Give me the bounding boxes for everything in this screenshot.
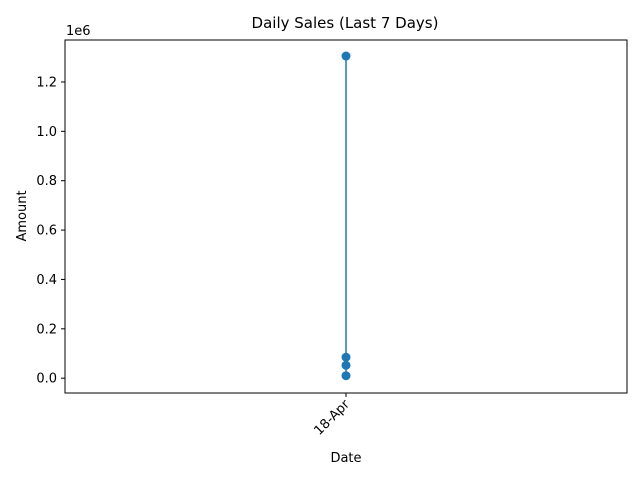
data-point (341, 51, 351, 61)
data-point (341, 371, 351, 381)
series-layer (341, 51, 351, 381)
x-tick-label: 18-Apr (312, 397, 354, 439)
y-tick-label: 1.0 (36, 125, 57, 140)
y-offset-text: 1e6 (66, 24, 91, 39)
x-axis-label: Date (330, 451, 361, 466)
y-tick-label: 1.2 (36, 75, 57, 90)
data-point (341, 352, 351, 362)
chart-title: Daily Sales (Last 7 Days) (252, 14, 439, 32)
data-point (341, 360, 351, 370)
y-tick-label: 0.2 (36, 322, 57, 337)
y-tick-label: 0.0 (36, 372, 57, 387)
x-axis-ticks: 18-Apr (312, 393, 354, 439)
y-axis-label: Amount (15, 190, 30, 241)
y-tick-label: 0.6 (36, 224, 57, 239)
y-tick-label: 0.4 (36, 273, 57, 288)
y-axis-ticks: 0.0 0.2 0.4 0.6 0.8 1.0 1.2 (36, 75, 65, 387)
y-tick-label: 0.8 (36, 174, 57, 189)
